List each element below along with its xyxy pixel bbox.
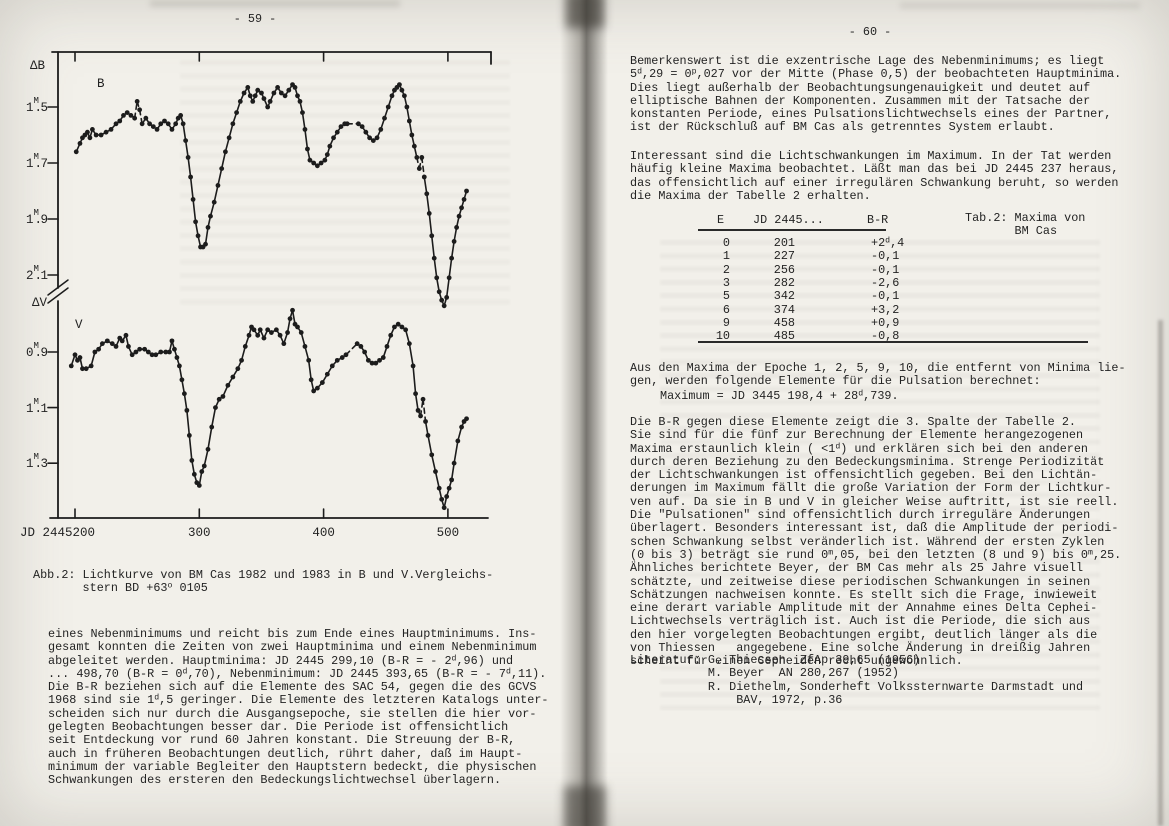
scan-edge-line xyxy=(1158,320,1163,826)
x-tick-label: 400 xyxy=(312,526,335,540)
right-page: - 60 - Bemerkenswert ist die exzentrisch… xyxy=(595,0,1169,826)
table-caption: Tab.2: Maxima von BM Cas xyxy=(965,211,1086,239)
table-row: 6 374 +3,2 xyxy=(722,302,900,317)
x-tick-label: JD 2445200 xyxy=(20,526,96,540)
paragraph-eccentric-secondary: Bemerkenswert ist die exzentrische Lage … xyxy=(630,54,1122,135)
page-number-60: - 60 - xyxy=(848,25,892,39)
table-row: 10 485 -0,8 xyxy=(715,329,900,344)
table-header-e: E xyxy=(717,213,725,227)
gutter-shadow-top xyxy=(566,0,604,28)
y-axis-label-b: ΔB xyxy=(30,59,46,73)
scan-smudge xyxy=(150,0,400,7)
table-row: 1 227 -0,1 xyxy=(722,249,900,264)
x-tick-label: 300 xyxy=(188,526,211,540)
figure-caption: Abb.2: Lichtkurve von BM Cas 1982 und 19… xyxy=(33,568,494,596)
left-page: - 59 - ΔB B 1 M. 5 1 M. 7 1 M. 9 2 M. 1 ΔV V 0 M. 9 1 M. 1 1 M.… xyxy=(0,0,572,826)
table-header-jd: JD 2445... xyxy=(753,213,824,227)
y-axis-label-v: ΔV xyxy=(32,296,48,310)
page-number-59: - 59 - xyxy=(233,12,277,26)
panel-label-b: B xyxy=(97,77,105,91)
pulsation-formula: Maximum = JD 3445 198,4 + 28d,739. xyxy=(660,389,899,403)
light-curve-figure: ΔB B 1 M. 5 1 M. 7 1 M. 9 2 M. 1 ΔV V 0 M. 9 1 M. 1 1 M. 3 JD 244… xyxy=(0,0,572,566)
paragraph-discussion: Die B-R gegen diese Elemente zeigt die 3… xyxy=(630,415,1122,669)
table-rule-bottom xyxy=(698,341,1088,343)
literature-list: Literatur: G. Thiessen ZfAp 39,65 (1956)… xyxy=(630,653,1084,707)
scan-smudge xyxy=(900,2,1140,9)
table-row: 9 458 +0,9 xyxy=(722,315,900,330)
table-rule-top xyxy=(698,229,886,231)
paragraph-maxima-intro: Interessant sind die Lichtschwankungen i… xyxy=(630,149,1119,203)
table-header-br: B-R xyxy=(867,213,889,227)
gutter-shadow-bottom xyxy=(564,786,606,826)
x-tick-label: 500 xyxy=(436,526,460,540)
bleedthrough-artifact xyxy=(180,60,510,310)
paragraph-elements-intro: Aus den Maxima der Epoche 1, 2, 5, 9, 10… xyxy=(630,361,1126,389)
page-gutter-shadow xyxy=(560,0,608,826)
table-row: 3 282 -2,6 xyxy=(722,275,900,290)
table-row: 5 342 -0,1 xyxy=(722,289,900,304)
bleedthrough-artifact xyxy=(660,240,1100,710)
body-paragraph-left: eines Nebenminimums und reicht bis zum E… xyxy=(48,627,549,788)
table-row: 0 201 +2d,4 xyxy=(722,236,905,250)
panel-label-v: V xyxy=(75,318,83,332)
table-row: 2 256 -0,1 xyxy=(722,262,900,277)
light-curve-plot xyxy=(47,51,492,519)
